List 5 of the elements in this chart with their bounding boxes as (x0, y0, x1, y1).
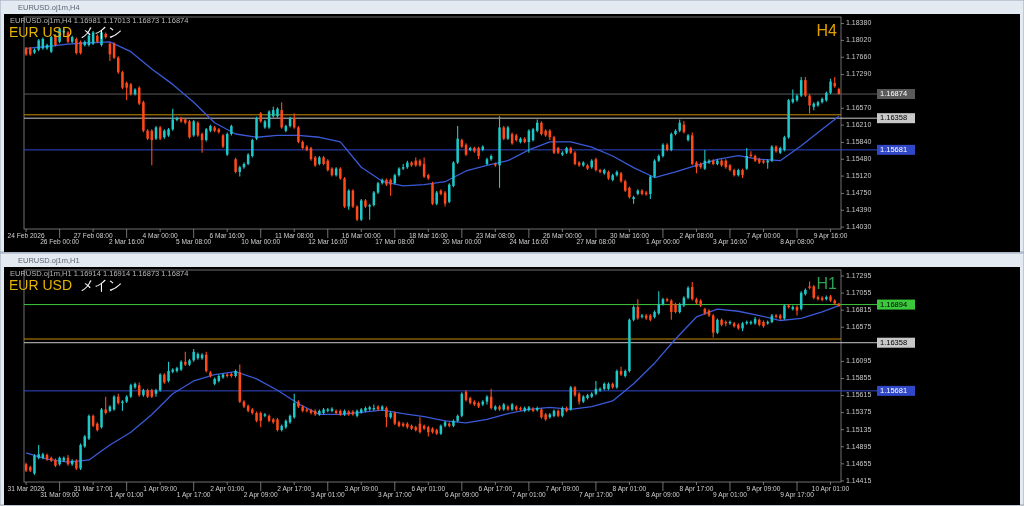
annotation: EUR USD (9, 277, 73, 293)
annotation: H4 (816, 22, 838, 39)
annotation: メイン (80, 24, 123, 40)
annotation: メイン (80, 277, 123, 293)
annotation: H1 (816, 275, 838, 292)
